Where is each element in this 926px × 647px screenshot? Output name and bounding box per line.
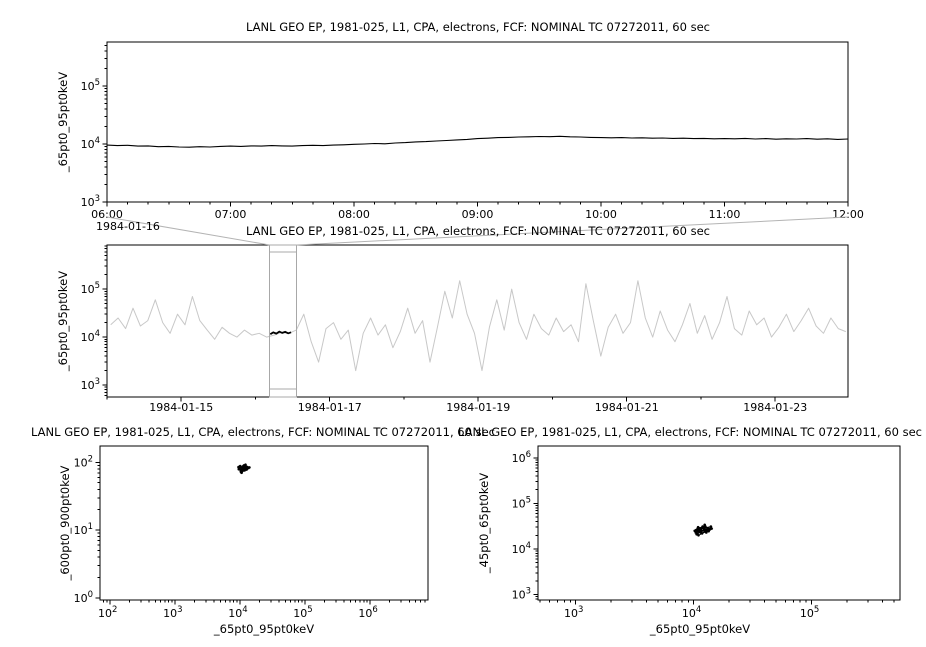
- x-tick-label: 104: [682, 605, 701, 620]
- panel1-y-axis-label[interactable]: _65pt0_95pt0keV: [56, 72, 70, 173]
- panel4-y-axis-label[interactable]: _45pt0_65pt0keV: [477, 473, 491, 574]
- series-layer: [106, 135, 849, 537]
- y-tick-label: 105: [81, 281, 100, 296]
- x-tick-label: 07:00: [215, 208, 247, 221]
- x-tick-label: 104: [228, 605, 247, 620]
- panel1-date-label: 1984-01-16: [96, 220, 160, 233]
- x-tick-label: 103: [564, 605, 583, 620]
- scatter-point: [248, 466, 251, 469]
- scatter-point: [709, 525, 713, 528]
- x-tick-label: 11:00: [709, 208, 741, 221]
- y-tick-label: 103: [81, 377, 100, 392]
- scatter-point: [244, 464, 247, 467]
- panel3-plot-area[interactable]: [100, 446, 428, 600]
- x-tick-label: 09:00: [462, 208, 494, 221]
- panel4-axes[interactable]: 103 104 105 106 103 104 105: [512, 445, 901, 620]
- connector-right-line: [296, 216, 849, 246]
- y-tick-label: 101: [74, 522, 93, 537]
- x-tick-label: 1984-01-17: [298, 401, 362, 414]
- scatter-point: [238, 464, 242, 468]
- panel1-axes[interactable]: 103 104 105 06:00 07:00 08:00 09:00 10:00 11:00 1…: [81, 41, 864, 221]
- scatter-point: [703, 523, 706, 527]
- panel3-frame: [99, 445, 429, 601]
- x-tick-label: 102: [98, 605, 117, 620]
- connector-left-line: [106, 216, 270, 246]
- panel1-plot-area[interactable]: [107, 42, 848, 202]
- x-tick-label: 10:00: [585, 208, 617, 221]
- panel2-highlight-segment: [269, 330, 292, 335]
- x-tick-label: 1984-01-21: [595, 401, 659, 414]
- x-tick-label: 08:00: [338, 208, 370, 221]
- x-tick-label: 1984-01-19: [446, 401, 510, 414]
- panel2-axes[interactable]: 103 104 105 1984-01-15 1984-01-17 1984-01-19 1…: [81, 244, 849, 414]
- panel3-y-axis-label[interactable]: _600pt0_900pt0keV: [58, 465, 72, 581]
- y-tick-label: 104: [512, 541, 531, 556]
- scatter-point: [701, 525, 704, 528]
- panel4-plot-area[interactable]: [538, 446, 900, 600]
- context-overview-connector[interactable]: [106, 216, 849, 398]
- scatter-point: [245, 468, 248, 471]
- panel2-frame: [106, 244, 849, 398]
- axes-layer[interactable]: 103 104 105 06:00 07:00 08:00 09:00 10:00 11:00 1…: [74, 41, 901, 620]
- scatter-point: [702, 527, 706, 531]
- panel1-title[interactable]: LANL GEO EP, 1981-025, L1, CPA, electron…: [246, 20, 710, 34]
- y-tick-label: 100: [74, 590, 93, 605]
- y-tick-label: 106: [512, 450, 531, 465]
- panel3-x-axis-label[interactable]: _65pt0_95pt0keV: [213, 622, 314, 636]
- panel3-title[interactable]: LANL GEO EP, 1981-025, L1, CPA, electron…: [31, 425, 495, 439]
- panel2-y-axis-label[interactable]: _65pt0_95pt0keV: [56, 271, 70, 372]
- panel2-series-line: [110, 280, 846, 372]
- y-tick-label: 105: [81, 78, 100, 93]
- scatter-point: [698, 529, 702, 533]
- scatter-point: [694, 531, 697, 534]
- scatter-point: [240, 470, 244, 473]
- y-tick-label: 102: [74, 454, 93, 469]
- panel4-title[interactable]: LANL GEO EP, 1981-025, L1, CPA, electron…: [458, 425, 922, 439]
- y-tick-label: 103: [81, 194, 100, 209]
- x-tick-label: 103: [163, 605, 182, 620]
- overview-selection-box[interactable]: [269, 244, 297, 398]
- x-tick-label: 105: [800, 605, 819, 620]
- panel3-axes[interactable]: 100 101 102 102 103 104 105 106: [74, 445, 429, 620]
- x-tick-label: 105: [293, 605, 312, 620]
- x-tick-label: 06:00: [91, 208, 123, 221]
- y-tick-label: 103: [512, 587, 531, 602]
- scatter-point: [237, 467, 241, 471]
- scatter-point: [696, 525, 700, 529]
- panel2-title[interactable]: LANL GEO EP, 1981-025, L1, CPA, electron…: [246, 224, 710, 238]
- scatter-point: [699, 531, 703, 535]
- x-tick-label: 1984-01-23: [743, 401, 807, 414]
- panel4-frame: [537, 445, 901, 601]
- y-tick-label: 104: [81, 329, 100, 344]
- x-tick-label: 1984-01-15: [149, 401, 213, 414]
- scatter-point: [695, 529, 699, 532]
- scatter-point: [243, 467, 246, 470]
- x-tick-label: 12:00: [832, 208, 864, 221]
- y-tick-label: 104: [81, 136, 100, 151]
- scatter-point: [710, 527, 713, 530]
- scatter-point: [241, 465, 245, 468]
- panel4-x-axis-label[interactable]: _65pt0_95pt0keV: [649, 622, 750, 636]
- panel2-plot-area[interactable]: [107, 245, 848, 397]
- scatter-point: [707, 529, 710, 533]
- panel1-series-line: [106, 135, 849, 148]
- scatter-point: [705, 528, 708, 532]
- y-tick-label: 105: [512, 495, 531, 510]
- x-tick-label: 106: [358, 605, 377, 620]
